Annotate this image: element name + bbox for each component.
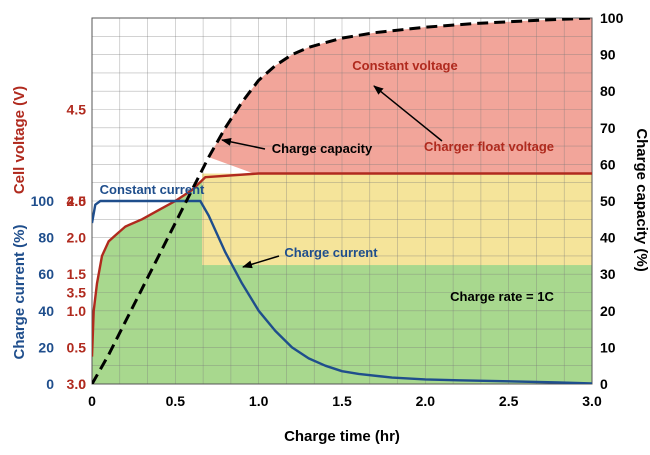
capacity-tick-label: 0 [600, 376, 608, 392]
constant-current-label: Constant current [100, 182, 205, 197]
current-tick-label: 40 [38, 303, 54, 319]
series-layer [92, 18, 592, 384]
charge-current-label: Charge current [284, 245, 378, 260]
capacity-tick-label: 60 [600, 156, 616, 172]
capacity-tick-label: 10 [600, 339, 616, 355]
left-scale-tick-label: 0.5 [67, 339, 87, 355]
capacity-tick-label: 70 [600, 120, 616, 136]
voltage-tick-label: 4.5 [67, 102, 87, 118]
capacity-tick-label: 40 [600, 230, 616, 246]
x-tick-label: 0.5 [166, 393, 186, 409]
x-tick-label: 3.0 [582, 393, 602, 409]
x-tick-label: 1.0 [249, 393, 269, 409]
voltage-tick-label: 4.0 [67, 193, 87, 209]
plot-frame [91, 17, 593, 385]
charge-capacity-label: Charge capacity [272, 141, 373, 156]
current-tick-label: 0 [46, 376, 54, 392]
charge-rate-label: Charge rate = 1C [450, 289, 554, 304]
current-tick-label: 80 [38, 230, 54, 246]
left-scale-tick-label: 2.5 [67, 193, 87, 209]
current-tick-label: 20 [38, 339, 54, 355]
x-tick-label: 2.0 [416, 393, 436, 409]
x-tick-label: 2.5 [499, 393, 519, 409]
capacity-tick-label: 20 [600, 303, 616, 319]
capacity-tick-label: 100 [600, 10, 624, 26]
grid-layer [92, 18, 592, 384]
left-scale-tick-label: 1.5 [67, 266, 87, 282]
capacity-axis-label: Charge capacity (%) [633, 128, 650, 271]
x-tick-label: 1.5 [332, 393, 352, 409]
voltage-tick-label: 3.0 [67, 376, 87, 392]
current-tick-label: 100 [31, 193, 55, 209]
capacity-arrow [221, 137, 266, 150]
series-cell-voltage [92, 172, 592, 357]
current-arrow [242, 255, 280, 269]
constant-voltage-label: Constant voltage [352, 58, 457, 73]
region-constant-voltage [208, 18, 592, 174]
capacity-tick-label: 50 [600, 193, 616, 209]
ticks-layer: 0 0.5 1.0 1.5 2.0 2.5 3.0 3.0 3.5 4.0 4.5 0 0.5 1.0 1.… [31, 10, 624, 409]
voltage-axis-label: Cell voltage (V) [11, 86, 28, 194]
left-scale-tick-label: 2.0 [67, 230, 87, 246]
voltage-tick-label: 3.5 [67, 285, 87, 301]
charger-float-voltage-label: Charger float voltage [424, 139, 554, 154]
annotations: Constant voltage Charger float voltage C… [100, 58, 555, 304]
float-voltage-arrow [373, 85, 443, 142]
current-tick-label: 60 [38, 266, 54, 282]
capacity-tick-label: 80 [600, 83, 616, 99]
capacity-tick-label: 30 [600, 266, 616, 282]
x-tick-label: 0 [88, 393, 96, 409]
series-charge-capacity [92, 18, 592, 384]
x-axis-label: Charge time (hr) [284, 428, 400, 445]
left-scale-tick-label: 1.0 [67, 303, 87, 319]
capacity-tick-label: 90 [600, 47, 616, 63]
left-scale-tick-label: 0 [78, 376, 86, 392]
current-axis-label: Charge current (%) [11, 224, 28, 359]
series-charge-current [92, 199, 592, 384]
